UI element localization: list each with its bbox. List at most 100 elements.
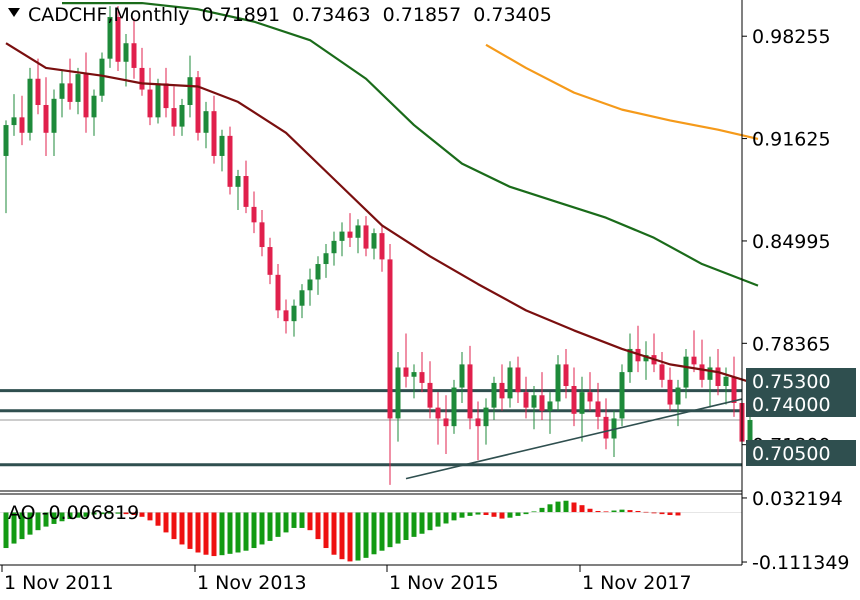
ao-bar — [275, 512, 281, 537]
candle-body — [27, 78, 33, 133]
ao-bar — [667, 512, 673, 516]
candle-body — [123, 43, 129, 62]
candle-body — [323, 253, 329, 265]
ao-bar — [483, 512, 489, 516]
ao-bar — [427, 512, 433, 531]
ao-bar — [243, 512, 249, 551]
ao-bar — [331, 512, 337, 555]
candle-body — [715, 367, 721, 387]
ao-bar — [51, 512, 57, 524]
ao-bar — [347, 512, 353, 562]
ao-bar — [299, 512, 305, 528]
dropdown-triangle-icon[interactable] — [8, 8, 20, 17]
level-label-box — [746, 440, 856, 466]
candle-body — [59, 83, 65, 99]
candle-body — [723, 376, 729, 387]
candle-body — [659, 364, 665, 380]
ao-bar — [451, 512, 457, 521]
ao-value: -0.006819 — [41, 502, 140, 524]
ao-bar — [355, 512, 361, 561]
candle-body — [459, 364, 465, 388]
candle-body — [115, 16, 121, 62]
close-value: 0.73405 — [473, 4, 552, 26]
candle-body — [67, 83, 73, 102]
candle-body — [667, 379, 673, 405]
candle-body — [51, 98, 57, 133]
candle-body — [19, 117, 25, 133]
time-tick-label: 1 Nov 2017 — [582, 572, 692, 594]
ao-bar — [195, 512, 201, 553]
candle-body — [411, 372, 417, 377]
candle-body — [203, 111, 209, 133]
candle-body — [195, 77, 201, 133]
ao-bar — [251, 512, 257, 549]
ao-bar — [219, 512, 225, 556]
candle-body — [451, 387, 457, 427]
symbol-timeframe: CADCHF,Monthly — [28, 4, 190, 26]
candle-body — [155, 83, 161, 118]
candle-body — [563, 364, 569, 387]
candle-body — [99, 58, 105, 96]
candle-body — [539, 395, 545, 411]
candle-body — [147, 89, 153, 118]
ao-indicator-label: AO -0.006819 — [8, 502, 139, 524]
ao-bar — [67, 512, 73, 520]
candle-body — [611, 418, 617, 439]
candle-body — [571, 386, 577, 414]
ao-bar — [11, 512, 17, 544]
candle-body — [299, 290, 305, 306]
ao-tick-label: -0.111349 — [752, 552, 850, 574]
ao-bar — [651, 512, 657, 514]
candle-body — [259, 222, 265, 248]
ao-bar — [107, 512, 113, 514]
candle-body — [139, 67, 145, 90]
candle-body — [267, 247, 273, 275]
candle-body — [379, 233, 385, 260]
level-label-box — [746, 391, 856, 417]
candle-body — [555, 364, 561, 402]
ao-bar — [123, 512, 129, 515]
level-label-text: 0.70500 — [752, 443, 831, 465]
ao-bar — [283, 512, 289, 533]
candle-body — [107, 16, 113, 59]
ao-bar — [187, 512, 193, 549]
candle-body — [371, 233, 377, 249]
ao-bar — [43, 512, 49, 527]
moving-average-ma_mid — [62, 1, 759, 287]
price-tick-label: 0.84995 — [752, 231, 831, 253]
candle-body — [11, 117, 17, 126]
candle-body — [307, 279, 313, 291]
time-tick-label: 1 Nov 2011 — [4, 572, 114, 594]
candle-body — [699, 364, 705, 380]
candle-body — [467, 364, 473, 419]
open-value: 0.71891 — [201, 4, 281, 26]
ao-bar — [467, 512, 473, 516]
ao-bar — [675, 512, 681, 516]
ao-bar — [571, 502, 577, 513]
candle-body — [579, 392, 585, 414]
candle-body — [355, 225, 361, 238]
candle-body — [171, 108, 177, 127]
ao-bar — [547, 504, 553, 513]
price-tick-label: 0.98255 — [752, 26, 831, 48]
ao-bar — [307, 512, 313, 531]
ao-bar — [491, 512, 497, 517]
time-tick-label: 1 Nov 2013 — [197, 572, 307, 594]
time-tick-label: 1 Nov 2015 — [389, 572, 499, 594]
candle-body — [483, 407, 489, 427]
candle-body — [491, 382, 497, 408]
level-label-text: 0.75300 — [752, 371, 831, 393]
ao-bar — [171, 512, 177, 540]
ao-bar — [659, 512, 665, 515]
high-value: 0.73463 — [292, 4, 371, 26]
ao-bar — [387, 512, 393, 548]
ao-bar — [531, 511, 537, 513]
candle-body — [499, 382, 505, 399]
moving-average-ma_long — [485, 43, 759, 141]
candle-body — [627, 348, 633, 373]
ao-bar — [179, 512, 185, 545]
candle-body — [179, 104, 185, 127]
ao-bar — [515, 512, 521, 516]
